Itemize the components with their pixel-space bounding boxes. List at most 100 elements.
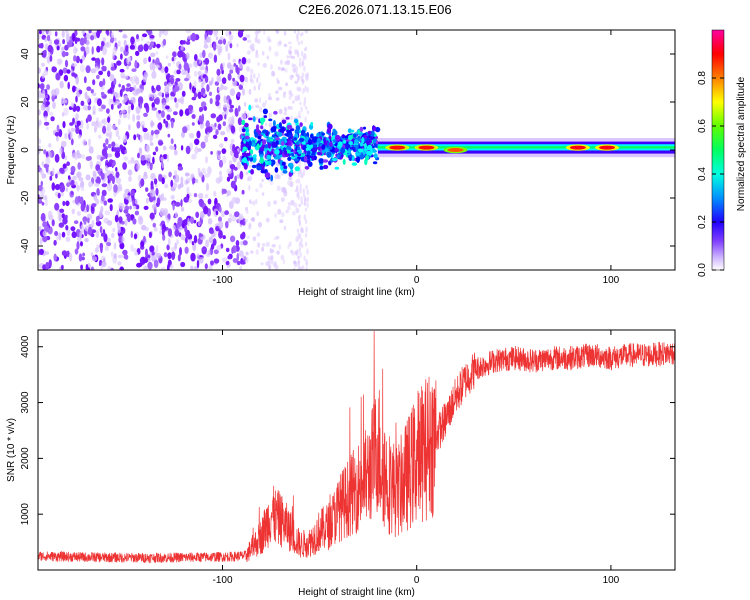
spectrogram-cell	[136, 121, 141, 129]
spectrogram-cell	[295, 125, 301, 131]
spectrogram-cell	[151, 251, 155, 256]
spectrogram-cell	[174, 97, 177, 103]
spectrogram-cell	[299, 183, 302, 190]
spectrogram-cell	[217, 150, 221, 155]
spectrogram-cell	[306, 150, 311, 156]
spectrogram-cell	[76, 184, 80, 192]
spectrogram-cell	[105, 41, 112, 48]
spectrogram-cell	[150, 172, 156, 181]
spectrogram-cell	[127, 160, 131, 165]
spectrogram-cell	[91, 203, 97, 208]
spectrogram-cell	[236, 161, 241, 170]
spectrogram-cell	[306, 110, 310, 115]
spectrogram-cell	[225, 260, 230, 266]
spectrogram-cell	[137, 96, 144, 105]
spectrogram-cell	[281, 161, 286, 166]
spectrogram-cell	[118, 30, 123, 33]
spectrogram-cell	[271, 141, 277, 148]
spectrogram-cell	[280, 126, 285, 133]
spectrogram-cell	[173, 174, 180, 183]
spectrogram-cell	[56, 124, 60, 132]
spectrogram-cell	[105, 165, 108, 172]
spectrogram-cell	[149, 35, 155, 39]
spectrogram-cell	[367, 144, 373, 152]
spectrogram-cell	[70, 165, 76, 173]
spectrogram-cell	[230, 180, 236, 189]
spectrogram-cell	[118, 104, 121, 109]
spectrogram-cell	[205, 156, 208, 164]
spectrogram-cell	[83, 76, 87, 84]
spectrogram-cell	[231, 247, 234, 254]
spectrogram-cell	[160, 110, 165, 118]
spectrogram-cell	[245, 135, 250, 140]
spectrogram-cell	[118, 135, 121, 140]
spectrogram-cell	[191, 114, 196, 119]
spectrogram-cell	[162, 38, 167, 46]
spectrogram-cell	[134, 59, 138, 69]
spectrogram-cell	[79, 37, 85, 46]
spectrogram-cell	[304, 207, 308, 212]
spectrogram-cell	[225, 221, 229, 229]
carrier-peak	[569, 145, 586, 150]
snr-xtick-label: -100	[212, 575, 232, 586]
spectrogram-cell	[87, 217, 90, 224]
spectrogram-cell	[307, 138, 313, 146]
spectrogram-cell	[213, 30, 218, 37]
spectrogram-cell	[86, 204, 89, 213]
spectrogram-cell	[133, 233, 138, 240]
spectrogram-cell	[124, 254, 129, 260]
spectrogram-cell	[106, 126, 110, 132]
spectrogram-cell	[117, 261, 122, 266]
spectrogram-cell	[268, 264, 272, 270]
spectrogram-cell	[271, 134, 276, 138]
spectrogram-cell	[96, 190, 100, 196]
spectrogram-cell	[188, 238, 192, 244]
spectrogram-cell	[247, 58, 252, 64]
spectrogram-cell	[150, 52, 156, 58]
spectrogram-cell	[229, 164, 236, 170]
spectrogram-cell	[108, 173, 114, 181]
spectrogram-cell	[357, 148, 364, 153]
spectrogram-cell	[162, 234, 166, 241]
spectrogram-cell	[234, 175, 237, 183]
spectrogram-cell	[227, 217, 232, 223]
spectrogram-cell	[267, 201, 271, 207]
spectrogram-cell	[58, 232, 62, 241]
spectrogram-cell	[245, 251, 249, 256]
spectrogram-cell	[270, 259, 274, 265]
spectrogram-cell	[115, 171, 120, 178]
spectrogram-cell	[140, 120, 146, 128]
spectrogram-cell	[207, 198, 212, 205]
spectrogram-cell	[200, 141, 206, 149]
spectrogram-cell	[166, 114, 171, 121]
spectrogram-cell	[59, 167, 65, 174]
spectrogram-cell	[86, 86, 92, 91]
spectrogram-cell	[230, 150, 234, 156]
spectrogram-cell	[125, 45, 129, 52]
spectrogram-cell	[284, 68, 288, 73]
spectrogram-cell	[225, 99, 229, 104]
spectrogram-cell	[348, 134, 353, 141]
spectrogram-cell	[62, 163, 67, 169]
spectrogram-cell	[282, 93, 286, 99]
spectrogram-cell	[174, 169, 178, 176]
spectrogram-cell	[285, 209, 289, 214]
spectrogram-cell	[76, 91, 80, 97]
spectrogram-cell	[241, 119, 246, 125]
spectrogram-cell	[323, 137, 326, 144]
spectrogram-cell	[368, 131, 372, 135]
spectrogram-cell	[153, 259, 159, 269]
spectrogram-cell	[135, 106, 141, 114]
spectrogram-cell	[54, 184, 61, 191]
snr-frame	[37, 329, 676, 571]
spectrogram-cell	[233, 150, 239, 158]
spectrogram-cell	[42, 235, 48, 242]
spectrogram-cell	[82, 139, 87, 146]
spectrogram-cell	[291, 74, 294, 78]
spectrogram-cell	[40, 42, 44, 49]
spectrogram-cell	[212, 238, 217, 246]
spectrogram-cell	[208, 80, 213, 86]
spectrogram-cell	[293, 202, 298, 208]
spectrogram-cell	[286, 124, 293, 130]
